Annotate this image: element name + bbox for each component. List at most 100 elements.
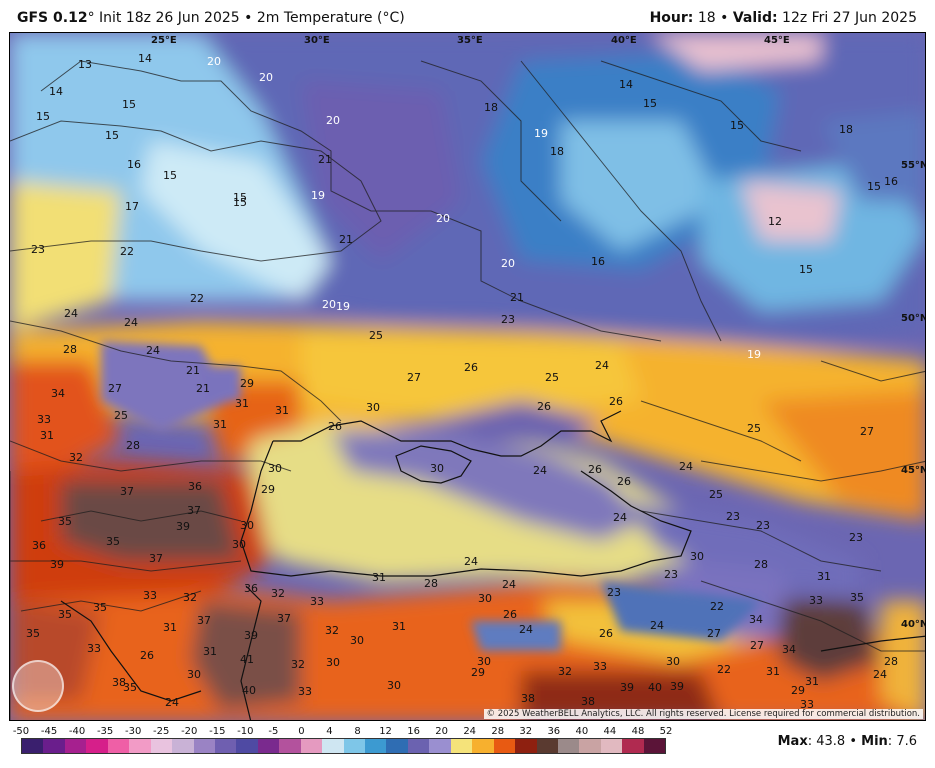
legend-swatch [150,739,173,753]
temperature-value: 21 [339,233,353,246]
legend-swatch [579,739,601,753]
legend-tick-label: -5 [268,726,279,737]
title-separator: • [244,10,253,26]
temperature-value: 34 [749,613,763,626]
legend-swatch [600,739,623,753]
temperature-value: 32 [69,451,83,464]
temperature-value: 25 [709,488,723,501]
temperature-value: 31 [275,404,289,417]
temperature-value: 15 [36,110,50,123]
temperature-value: 26 [599,627,613,640]
legend-tick-label: 8 [354,726,361,737]
temperature-value: 24 [533,464,547,477]
temperature-value: 15 [122,98,136,111]
temperature-value: 22 [190,292,204,305]
temperature-value: 22 [717,663,731,676]
temperature-value: 25 [747,422,761,435]
legend-colorbar [21,738,666,754]
temperature-value: 33 [143,589,157,602]
temperature-value: 13 [78,58,92,71]
lat-label-45n: 45°N [901,465,926,476]
legend-swatch [22,739,44,753]
temperature-value: 25 [545,371,559,384]
legend-swatch [643,739,666,753]
temperature-value: 21 [318,153,332,166]
temperature-value: 28 [126,439,140,452]
temperature-value: 26 [609,395,623,408]
hour-label: Hour: [649,10,694,26]
legend-tick-label: -30 [125,726,142,737]
legend-tick-label: 52 [659,726,673,737]
temperature-value: 28 [884,655,898,668]
temperature-value: 40 [648,681,662,694]
temperature-field [10,33,925,720]
temperature-value: 16 [884,175,898,188]
copyright-credit: © 2025 WeatherBELL Analytics, LLC. All r… [483,709,923,719]
legend-swatch [257,739,280,753]
temperature-value: 39 [244,629,258,642]
legend-tick-label: 36 [547,726,561,737]
temperature-value: 18 [550,145,564,158]
init-time: Init 18z 26 Jun 2025 [99,10,240,26]
legend-swatch [172,739,194,753]
legend-tick-label: -40 [68,726,86,737]
legend-tick-label: 48 [631,726,645,737]
lat-label-50n: 50°N [901,313,926,324]
temperature-value: 12 [768,215,782,228]
temperature-value: 24 [519,623,533,636]
legend-swatch [472,739,494,753]
temperature-value: 30 [187,668,201,681]
lon-label-40e: 40°E [611,35,637,46]
legend-swatch [129,739,151,753]
temperature-value: 22 [120,245,134,258]
hour-value: 18 [697,10,716,26]
temperature-value: 31 [817,570,831,583]
temperature-value: 31 [766,665,780,678]
temperature-value: 35 [123,681,137,694]
temperature-value: 24 [595,359,609,372]
temperature-value: 30 [350,634,364,647]
temperature-value: 27 [860,425,874,438]
temperature-value: 27 [108,382,122,395]
temperature-value: 33 [800,698,814,711]
temperature-value: 40 [242,684,256,697]
legend-swatch [557,739,580,753]
temperature-value: 33 [310,595,324,608]
temperature-map[interactable]: 25°E 30°E 35°E 40°E 45°E 55°N 50°N 45°N … [9,32,926,721]
temperature-value: 31 [40,429,54,442]
temperature-value: 26 [617,475,631,488]
min-value: 7.6 [896,734,917,749]
temperature-value: 32 [183,591,197,604]
temperature-value: 26 [464,361,478,374]
temperature-value: 30 [387,679,401,692]
legend-swatch [236,739,258,753]
temperature-value: 18 [484,101,498,114]
temperature-value: 30 [477,655,491,668]
temperature-value: 24 [873,668,887,681]
legend-swatch [407,739,430,753]
temperature-value: 31 [203,645,217,658]
temperature-value: 20 [436,212,450,225]
max-min-readout: Max: 43.8 • Min: 7.6 [777,734,917,749]
temperature-value: 32 [325,624,339,637]
temperature-value: 15 [867,180,881,193]
legend-swatch [107,739,130,753]
temperature-value: 23 [756,519,770,532]
temperature-value: 28 [424,577,438,590]
lon-label-25e: 25°E [151,35,177,46]
temperature-value: 15 [233,196,247,209]
temperature-value: 23 [726,510,740,523]
lat-label-55n: 55°N [901,160,926,171]
valid-value: 12z Fri 27 Jun 2025 [782,10,917,26]
legend-tick-label: 16 [407,726,420,737]
temperature-value: 24 [124,316,138,329]
temperature-value: 26 [328,420,342,433]
legend-swatch [193,739,215,753]
temperature-value: 34 [51,387,65,400]
temperature-value: 31 [372,571,386,584]
temperature-value: 17 [125,200,139,213]
temperature-value: 20 [322,298,336,311]
temperature-value: 31 [805,675,819,688]
temperature-value: 30 [366,401,380,414]
legend-tick-label: 24 [463,726,477,737]
